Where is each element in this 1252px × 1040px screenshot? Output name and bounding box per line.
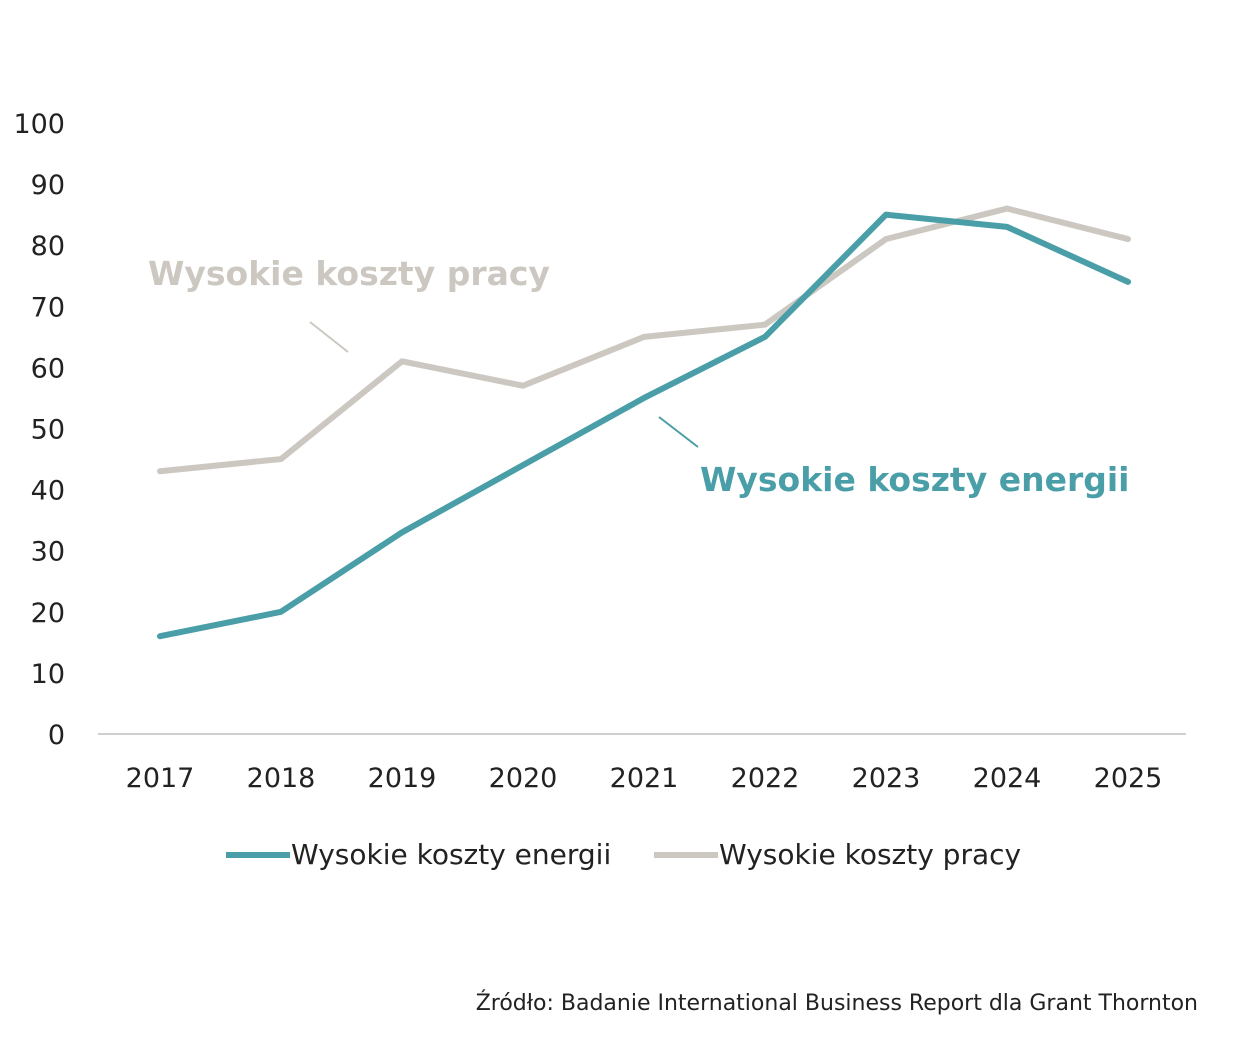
series-line-labor: [157, 205, 1131, 475]
series-lines: [157, 205, 1131, 640]
legend-label-labor: Wysokie koszty pracy: [719, 838, 1021, 871]
x-axis-ticks: 2017 2018 2019 2020 2021 2022 2023 2024 2025: [126, 763, 1163, 794]
x-tick-label: 2024: [973, 763, 1042, 794]
y-tick-label: 10: [31, 659, 65, 690]
y-tick-label: 30: [31, 537, 65, 568]
series-line-energy: [157, 211, 1131, 640]
y-tick-label: 80: [31, 231, 65, 262]
x-tick-label: 2021: [610, 763, 679, 794]
annotation-labor-leader: [309, 321, 349, 353]
y-tick-label: 100: [13, 109, 65, 140]
x-tick-label: 2019: [368, 763, 437, 794]
x-tick-label: 2020: [489, 763, 558, 794]
annotation-energy-costs: Wysokie koszty energii: [700, 460, 1129, 499]
x-tick-label: 2022: [731, 763, 800, 794]
y-axis-ticks: 0 10 20 30 40 50 60 70 80 90 100: [13, 109, 65, 751]
x-tick-label: 2018: [247, 763, 316, 794]
y-tick-label: 90: [31, 170, 65, 201]
y-tick-label: 20: [31, 598, 65, 629]
annotation-energy-leader: [658, 416, 699, 448]
y-tick-label: 40: [31, 476, 65, 507]
y-tick-label: 70: [31, 292, 65, 323]
x-tick-label: 2017: [126, 763, 195, 794]
y-tick-label: 50: [31, 415, 65, 446]
source-note: Źródło: Badanie International Business R…: [476, 990, 1198, 1016]
legend: Wysokie koszty energii Wysokie koszty pr…: [226, 838, 1021, 871]
x-tick-label: 2025: [1094, 763, 1163, 794]
y-tick-label: 0: [48, 720, 65, 751]
y-tick-label: 60: [31, 353, 65, 384]
annotation-labor-costs: Wysokie koszty pracy: [148, 254, 550, 293]
x-tick-label: 2023: [852, 763, 921, 794]
legend-label-energy: Wysokie koszty energii: [291, 838, 611, 871]
